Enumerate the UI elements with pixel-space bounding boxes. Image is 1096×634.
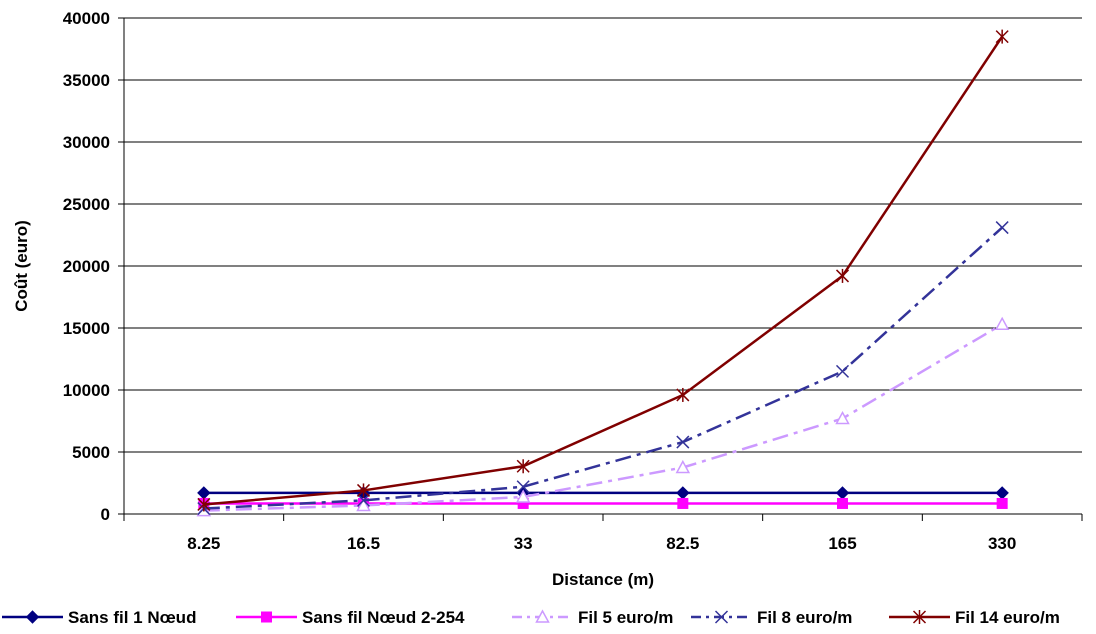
- legend-label: Fil 14 euro/m: [955, 608, 1060, 627]
- data-point: [835, 410, 850, 425]
- x-tick-label: 82.5: [666, 534, 699, 553]
- x-tick-labels: 8.25 16.5 33 82.5 165 330: [187, 534, 1016, 553]
- y-tick-label: 20000: [63, 257, 110, 276]
- data-point: [677, 497, 689, 509]
- data-point: [516, 459, 530, 474]
- legend-label: Sans fil 1 Nœud: [68, 608, 196, 627]
- y-tick-label: 25000: [63, 195, 110, 214]
- data-point: [535, 609, 550, 623]
- y-tick-label: 40000: [63, 9, 110, 28]
- series-line: [203, 35, 1004, 506]
- data-point: [676, 435, 690, 449]
- series-3: [196, 316, 1010, 517]
- y-tick-label: 0: [101, 505, 110, 524]
- y-tick-label: 35000: [63, 71, 110, 90]
- legend-item-2: Sans fil Nœud 2-254: [236, 608, 465, 627]
- data-point: [995, 221, 1009, 235]
- data-point: [837, 497, 848, 509]
- data-point: [994, 316, 1010, 331]
- legend-label: Fil 8 euro/m: [757, 608, 852, 627]
- series-layer: [196, 29, 1010, 517]
- x-tick-label: 165: [828, 534, 856, 553]
- y-axis-title: Coût (euro): [12, 220, 31, 312]
- x-axis-title: Distance (m): [552, 570, 654, 589]
- series-4: [197, 221, 1009, 516]
- x-tick-label: 33: [514, 534, 533, 553]
- gridlines: [124, 17, 1082, 453]
- data-point: [996, 497, 1008, 509]
- data-point: [835, 364, 850, 378]
- x-tick-label: 8.25: [187, 534, 220, 553]
- y-tick-label: 30000: [63, 133, 110, 152]
- data-point: [676, 387, 690, 402]
- y-tick-label: 5000: [72, 443, 110, 462]
- series-5: [197, 29, 1009, 512]
- legend-item-1: Sans fil 1 Nœud: [2, 608, 196, 627]
- legend: Sans fil 1 Nœud Sans fil Nœud 2-254 Fil 5 …: [2, 608, 1060, 627]
- legend-item-5: Fil 14 euro/m: [889, 608, 1060, 627]
- data-point: [675, 459, 691, 474]
- y-tick-labels: 0 5000 10000 15000 20000 25000 30000 35000 40000: [63, 9, 110, 524]
- data-point: [197, 497, 211, 512]
- data-point: [261, 611, 272, 623]
- data-point: [515, 489, 531, 503]
- x-tick-label: 330: [988, 534, 1016, 553]
- series-line: [203, 323, 1003, 512]
- legend-label: Fil 5 euro/m: [578, 608, 673, 627]
- series-line: [203, 226, 1004, 510]
- y-tick-label: 10000: [63, 381, 110, 400]
- data-point: [356, 493, 371, 507]
- data-point: [516, 480, 530, 494]
- legend-item-4: Fil 8 euro/m: [691, 608, 852, 627]
- data-point: [356, 483, 371, 498]
- data-point: [912, 610, 927, 624]
- data-point: [835, 268, 850, 283]
- legend-item-3: Fil 5 euro/m: [512, 608, 673, 627]
- data-point: [25, 610, 40, 624]
- data-point: [356, 497, 371, 512]
- data-point: [714, 610, 729, 624]
- legend-label: Sans fil Nœud 2-254: [302, 608, 465, 627]
- data-point: [995, 29, 1009, 44]
- x-tick-label: 16.5: [347, 534, 380, 553]
- axes: [118, 17, 1083, 521]
- y-tick-label: 15000: [63, 319, 110, 338]
